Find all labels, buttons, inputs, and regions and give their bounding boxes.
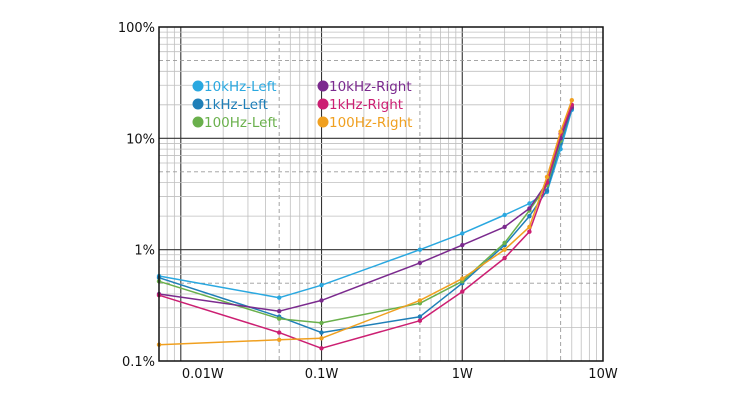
data-point	[502, 247, 507, 252]
data-point	[527, 206, 532, 211]
legend-label: 1kHz-Left	[204, 97, 268, 113]
data-point	[527, 224, 532, 230]
legend-item: 100Hz-Left	[192, 115, 277, 131]
y-tick-label: 10%	[126, 132, 155, 147]
y-tick-label: 1%	[134, 244, 155, 259]
x-tick-label: 0.01W	[182, 367, 224, 382]
legend-marker	[317, 80, 329, 92]
data-point	[460, 231, 465, 236]
legend-label: 100Hz-Right	[329, 115, 412, 131]
legend-item: 10kHz-Left	[192, 79, 277, 95]
legend-marker	[192, 116, 204, 128]
data-point	[460, 242, 465, 248]
legend-item: 1kHz-Right	[317, 97, 403, 113]
data-point	[417, 247, 423, 252]
legend-marker	[317, 98, 329, 110]
plot-frame	[158, 26, 604, 362]
legend: 10kHz-Left 1kHz-Left 100Hz-Left 10kHz-Right…	[192, 79, 412, 131]
data-point	[319, 330, 324, 335]
data-point	[527, 214, 532, 219]
tick-labels: 0.01W 0.1W 1W 10W 0.1% 1% 10% 100%	[118, 21, 618, 382]
data-point	[319, 346, 324, 351]
data-point	[417, 298, 423, 303]
y-tick-label: 100%	[118, 21, 155, 36]
series-100hz-right	[156, 98, 574, 347]
y-tick-label: 0.1%	[122, 355, 155, 370]
legend-label: 10kHz-Right	[329, 79, 412, 95]
data-point	[277, 337, 282, 342]
data-point	[544, 188, 550, 193]
data-point	[319, 298, 324, 303]
legend-marker	[192, 80, 204, 92]
data-point	[417, 314, 423, 319]
series-line	[158, 109, 573, 299]
data-point	[569, 98, 574, 103]
data-point	[502, 224, 507, 230]
data-point	[502, 212, 507, 218]
grid	[158, 26, 603, 362]
x-tick-label: 10W	[588, 367, 618, 382]
legend-item: 1kHz-Left	[192, 97, 268, 113]
data-point	[277, 316, 282, 321]
legend-marker	[192, 98, 204, 110]
data-point	[319, 283, 324, 288]
series-line	[158, 99, 573, 346]
data-point	[527, 229, 532, 234]
legend-marker	[317, 116, 329, 128]
data-point	[544, 174, 550, 180]
data-point	[417, 318, 423, 323]
data-point	[502, 255, 507, 261]
data-point	[277, 330, 282, 335]
series-lines	[156, 98, 574, 351]
data-point	[277, 295, 282, 300]
legend-label: 1kHz-Right	[329, 97, 403, 113]
legend-item: 100Hz-Right	[317, 115, 412, 131]
x-tick-label: 1W	[452, 367, 473, 382]
x-tick-label: 0.1W	[305, 367, 339, 382]
legend-label: 100Hz-Left	[204, 115, 277, 131]
series-line	[158, 104, 573, 350]
data-point	[460, 276, 465, 281]
data-point	[558, 129, 563, 134]
data-point	[502, 240, 507, 246]
data-point	[417, 260, 423, 266]
data-point	[277, 309, 282, 314]
data-point	[319, 320, 324, 326]
data-point	[527, 201, 532, 206]
data-point	[460, 289, 465, 294]
legend-item: 10kHz-Right	[317, 79, 412, 95]
data-point	[319, 336, 324, 341]
legend-label: 10kHz-Left	[204, 79, 277, 95]
